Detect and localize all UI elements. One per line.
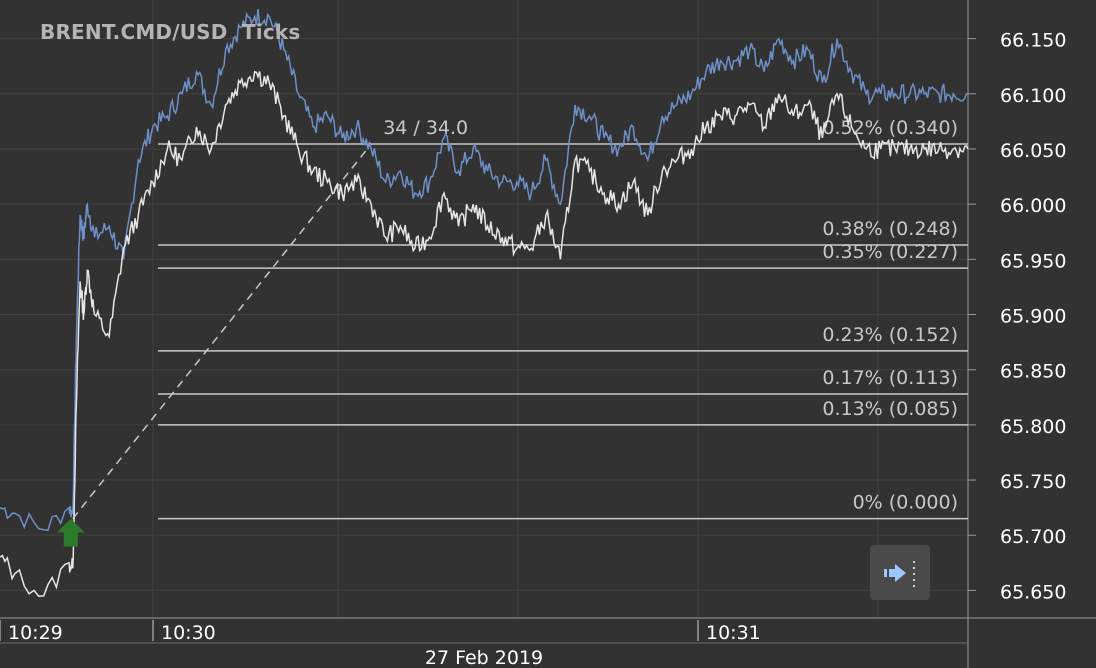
- fib-level-label: 0.52% (0.340): [822, 117, 958, 139]
- arrow-right-icon: [884, 561, 915, 587]
- price-tick-label: 65.650: [1000, 581, 1066, 603]
- price-tick-label: 66.150: [1000, 30, 1066, 52]
- fib-level-label: 0.38% (0.248): [822, 218, 958, 240]
- price-tick-label: 65.900: [1000, 306, 1066, 328]
- time-axis[interactable]: 10:29 10:30 10:31 27 Feb 2019: [0, 620, 761, 668]
- bid-series-line: [0, 70, 969, 597]
- timeframe-label: Ticks: [241, 20, 301, 44]
- fib-level-label: 0% (0.000): [853, 492, 958, 514]
- price-tick-label: 66.000: [1000, 195, 1066, 217]
- trendline-label: 34 / 34.0: [383, 117, 468, 139]
- price-tick-label: 65.750: [1000, 471, 1066, 493]
- ask-series-line: [0, 8, 969, 532]
- price-tick-label: 65.850: [1000, 361, 1066, 383]
- price-tick-label: 65.950: [1000, 250, 1066, 272]
- time-tick-label: 10:30: [161, 622, 216, 644]
- fib-level-label: 0.23% (0.152): [822, 324, 958, 346]
- scroll-to-end-button[interactable]: [870, 545, 930, 600]
- symbol-label: BRENT.CMD/USD: [40, 20, 228, 44]
- entry-arrow-marker: [56, 518, 85, 547]
- time-tick-label: 10:31: [706, 622, 761, 644]
- date-label: 27 Feb 2019: [425, 647, 543, 668]
- price-tick-label: 66.050: [1000, 140, 1066, 162]
- price-axis[interactable]: 66.150 66.100 66.050 66.000 65.950 65.900 65.8…: [968, 30, 1066, 604]
- price-tick-label: 66.100: [1000, 85, 1066, 107]
- chart-title: BRENT.CMD/USD Ticks: [40, 20, 300, 44]
- fibonacci-levels[interactable]: 0.52% (0.340) 0.38% (0.248)0.35% (0.227) 0…: [158, 117, 968, 520]
- fib-level-label: 0.13% (0.085): [822, 398, 958, 420]
- time-tick-label: 10:29: [8, 622, 63, 644]
- fib-level-label: 0.17% (0.113): [822, 367, 958, 389]
- fib-trendline[interactable]: [72, 143, 372, 520]
- fib-level-label: 0.35% (0.227): [822, 241, 958, 263]
- price-tick-label: 65.800: [1000, 416, 1066, 438]
- price-tick-label: 65.700: [1000, 526, 1066, 548]
